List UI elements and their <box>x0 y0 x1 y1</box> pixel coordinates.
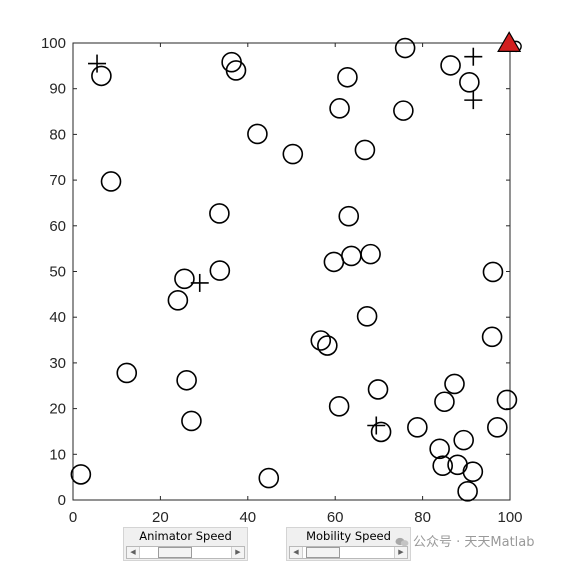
node-circle-marker <box>70 464 92 485</box>
node-circle-marker <box>176 369 197 391</box>
axis-ticks: 0 20 40 60 80 100 0 10 20 30 40 50 60 70 80 90 100 <box>41 35 523 526</box>
triangle-marker <box>497 31 522 52</box>
node-circle-marker <box>310 330 332 351</box>
node-circle-marker <box>209 260 231 281</box>
y-tick-label: 80 <box>49 126 66 143</box>
y-tick-label: 40 <box>49 309 66 326</box>
node-circle-marker <box>209 203 230 224</box>
mobility-speed-increase-button[interactable]: ▶ <box>394 547 407 558</box>
node-circle-marker <box>432 455 454 477</box>
x-tick-label: 20 <box>152 509 169 526</box>
x-tick-label: 0 <box>69 509 77 526</box>
y-tick-label: 20 <box>49 401 66 418</box>
node-circle-marker <box>393 100 414 121</box>
y-tick-label: 30 <box>49 355 66 372</box>
node-circle-marker <box>167 289 189 311</box>
node-circle-marker <box>394 37 416 59</box>
plus-marker <box>464 91 483 110</box>
node-circle-marker <box>429 438 450 460</box>
wechat-icon <box>395 537 409 547</box>
y-tick-label: 90 <box>49 81 66 98</box>
node-circle-marker <box>459 72 480 93</box>
node-circle-marker <box>453 429 474 451</box>
watermark: 公众号 · 天天Matlab <box>395 531 535 550</box>
node-circle-marker <box>434 391 455 413</box>
node-circle-marker <box>367 379 389 400</box>
node-circle-marker <box>100 171 122 192</box>
node-circle-marker <box>337 66 358 88</box>
node-circle-marker <box>258 467 280 489</box>
node-circle-marker <box>407 417 428 438</box>
x-tick-label: 40 <box>239 509 256 526</box>
y-tick-label: 0 <box>58 492 66 509</box>
node-circle-marker <box>91 65 112 87</box>
mobility-speed-slider[interactable]: Mobility Speed ◀ ▶ <box>286 527 411 561</box>
node-circle-marker <box>282 143 304 165</box>
node-circle-marker <box>360 243 381 265</box>
mobility-speed-label: Mobility Speed <box>306 529 391 543</box>
node-circle-marker <box>356 305 378 327</box>
node-circle-marker <box>338 205 360 227</box>
x-tick-label: 100 <box>497 509 522 526</box>
plus-marker <box>190 273 209 292</box>
watermark-text: 公众号 · 天天Matlab <box>413 535 535 550</box>
axes-box <box>72 42 511 501</box>
node-circle-marker <box>487 417 508 438</box>
plus-marker <box>464 47 483 66</box>
node-circle-marker <box>440 55 461 76</box>
node-circle-marker <box>329 98 350 119</box>
mobility-speed-thumb[interactable] <box>305 547 340 558</box>
animator-speed-thumb[interactable] <box>157 547 192 558</box>
node-circle-marker <box>444 373 465 395</box>
node-circle-marker <box>354 139 376 161</box>
node-circle-marker <box>482 261 504 283</box>
animator-speed-track[interactable]: ◀ ▶ <box>126 546 245 559</box>
node-circle-marker <box>462 461 484 482</box>
y-tick-label: 10 <box>49 446 66 463</box>
node-circle-marker <box>457 481 478 502</box>
node-circle-marker <box>116 362 138 384</box>
node-circle-marker <box>317 335 338 356</box>
node-circle-marker <box>174 268 195 290</box>
node-circle-marker <box>181 410 202 432</box>
plus-marker <box>367 416 386 435</box>
node-circle-marker <box>247 123 268 145</box>
x-tick-label: 60 <box>327 509 344 526</box>
y-tick-label: 100 <box>41 35 66 52</box>
y-tick-label: 60 <box>49 218 66 235</box>
animator-speed-label: Animator Speed <box>139 529 232 543</box>
node-circle-marker <box>328 396 350 417</box>
animator-speed-decrease-button[interactable]: ◀ <box>127 547 140 558</box>
mobility-speed-track[interactable]: ◀ ▶ <box>289 546 408 559</box>
node-circle-marker <box>370 421 392 443</box>
node-circle-marker <box>225 60 247 81</box>
y-tick-label: 70 <box>49 172 66 189</box>
node-circle-marker <box>481 326 503 348</box>
y-tick-label: 50 <box>49 264 66 281</box>
plot-markers <box>70 31 522 502</box>
node-circle-marker <box>496 389 518 411</box>
x-tick-label: 80 <box>414 509 431 526</box>
animator-speed-slider[interactable]: Animator Speed ◀ ▶ <box>123 527 248 561</box>
mobility-speed-decrease-button[interactable]: ◀ <box>290 547 303 558</box>
animator-speed-increase-button[interactable]: ▶ <box>231 547 244 558</box>
plus-marker <box>88 54 107 73</box>
